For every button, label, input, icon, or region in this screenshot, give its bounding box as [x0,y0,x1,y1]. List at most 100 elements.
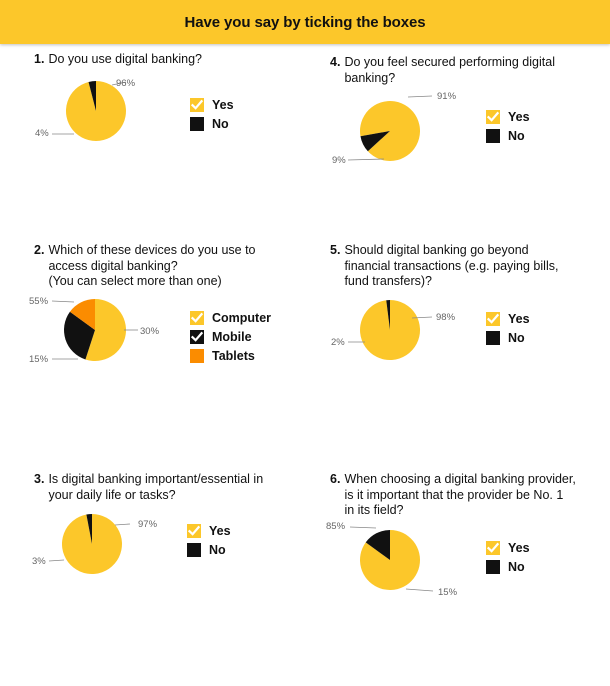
leader-line [51,300,75,303]
question-line: access digital banking? [48,258,178,273]
legend: Yes No [190,95,234,133]
question-line: Do you feel secured performing digital [344,55,555,69]
legend: Yes No [187,521,231,559]
leader-line [48,559,65,562]
question-line: Do you use digital banking? [48,52,203,66]
checkbox-icon[interactable] [486,559,500,574]
question-line: Is digital banking important/essential i… [48,472,264,486]
checked-box-icon[interactable] [486,311,500,326]
legend-item-no[interactable]: No [486,328,530,347]
legend-label: Yes [508,109,530,124]
checkbox-icon[interactable] [190,116,204,131]
legend-label: Yes [212,97,234,112]
pie-slice-yes [360,101,421,162]
pie-slice-yes [65,81,126,141]
pie-slice-mobile [64,311,95,360]
legend-label: Yes [508,540,530,555]
pie-slice-no [365,530,390,560]
pie-slice-no [386,300,390,330]
legend-label: Mobile [212,329,252,344]
checked-box-icon[interactable] [187,523,201,538]
legend-item-yes[interactable]: Yes [486,107,530,126]
leader-line [411,316,433,319]
leader-line [407,95,433,98]
legend-item-yes[interactable]: Yes [187,521,231,540]
leader-line [114,523,131,526]
question-text: 1. Do you use digital banking? [34,52,304,68]
legend-item-no[interactable]: No [190,114,234,133]
question-line: your daily life or tasks? [48,487,176,502]
page-header: Have you say by ticking the boxes [0,0,610,44]
leader-line [111,81,127,86]
pie-percent-label: 30% [140,326,160,337]
legend-item-yes[interactable]: Yes [486,309,530,328]
checkbox-icon[interactable] [486,330,500,345]
legend: Yes No [486,309,530,347]
pie-slice-no [360,131,390,152]
question-line: Should digital banking go beyond [344,243,529,257]
legend: Computer Mobile Tablets [190,308,271,365]
legend-item-yes[interactable]: Yes [190,95,234,114]
question-text: 4. Do you feel secured performing digital… [330,55,600,86]
legend-item-yes[interactable]: Yes [486,538,530,557]
question-line: Which of these devices do you use to [48,243,256,257]
survey-grid: 1. Do you use digital banking? 96% 4% Yes No 2… [0,44,610,686]
legend-label: Tablets [212,348,255,363]
legend-label: No [212,116,229,131]
pie-percent-label: 96% [116,78,136,89]
question-number: 2. [34,243,45,257]
legend-item-computer[interactable]: Computer [190,308,271,327]
question-line: is it important that the provider be No.… [344,487,564,502]
legend-item-tablets[interactable]: Tablets [190,346,271,365]
pie-percent-label: 97% [138,519,158,530]
pie-slice-tablets [69,299,95,330]
page-title: Have you say by ticking the boxes [184,13,426,31]
checkbox-icon[interactable] [187,542,201,557]
pie-slice-computer [85,299,127,361]
checkbox-icon[interactable] [190,348,204,363]
checkbox-icon[interactable] [486,128,500,143]
question-line: fund transfers)? [344,274,432,288]
pie-percent-label: 85% [326,521,346,532]
legend-label: No [508,330,525,345]
question-line: in its field? [344,503,404,517]
legend: Yes No [486,538,530,576]
question-text: 2. Which of these devices do you use to ac… [34,243,304,290]
legend: Yes No [486,107,530,145]
pie-slice-yes [61,514,122,575]
question-number: 6. [330,472,341,486]
pie-percent-label: 15% [29,354,49,365]
question-line: (You can select more than one) [48,274,222,288]
legend-label: Yes [209,523,231,538]
checked-box-icon[interactable] [190,310,204,325]
question-text: 3. Is digital banking important/essential… [34,472,304,503]
checked-box-icon[interactable] [190,329,204,344]
legend-item-mobile[interactable]: Mobile [190,327,271,346]
pie-percent-label: 55% [29,296,49,307]
question-number: 5. [330,243,341,257]
legend-label: No [508,559,525,574]
pie-percent-label: 91% [437,91,457,102]
leader-line [405,588,434,592]
pie-percent-label: 4% [35,128,49,139]
pie-slice-no [86,514,92,544]
legend-item-no[interactable]: No [486,557,530,576]
pie-percent-label: 98% [436,312,456,323]
question-line: When choosing a digital banking provider… [344,472,576,486]
legend-item-no[interactable]: No [187,540,231,559]
pie-slice-yes [360,300,421,361]
pie-slice-yes [360,530,421,590]
question-text: 5. Should digital banking go beyond financ… [330,243,600,290]
leader-line [347,158,385,161]
checked-box-icon[interactable] [486,109,500,124]
legend-label: No [209,542,226,557]
legend-label: Yes [508,311,530,326]
checked-box-icon[interactable] [190,97,204,112]
question-line: financial transactions (e.g. paying bill… [344,258,559,273]
question-number: 3. [34,472,45,486]
pie-percent-label: 2% [331,337,345,348]
checked-box-icon[interactable] [486,540,500,555]
pie-percent-label: 15% [438,587,458,598]
legend-item-no[interactable]: No [486,126,530,145]
legend-label: No [508,128,525,143]
